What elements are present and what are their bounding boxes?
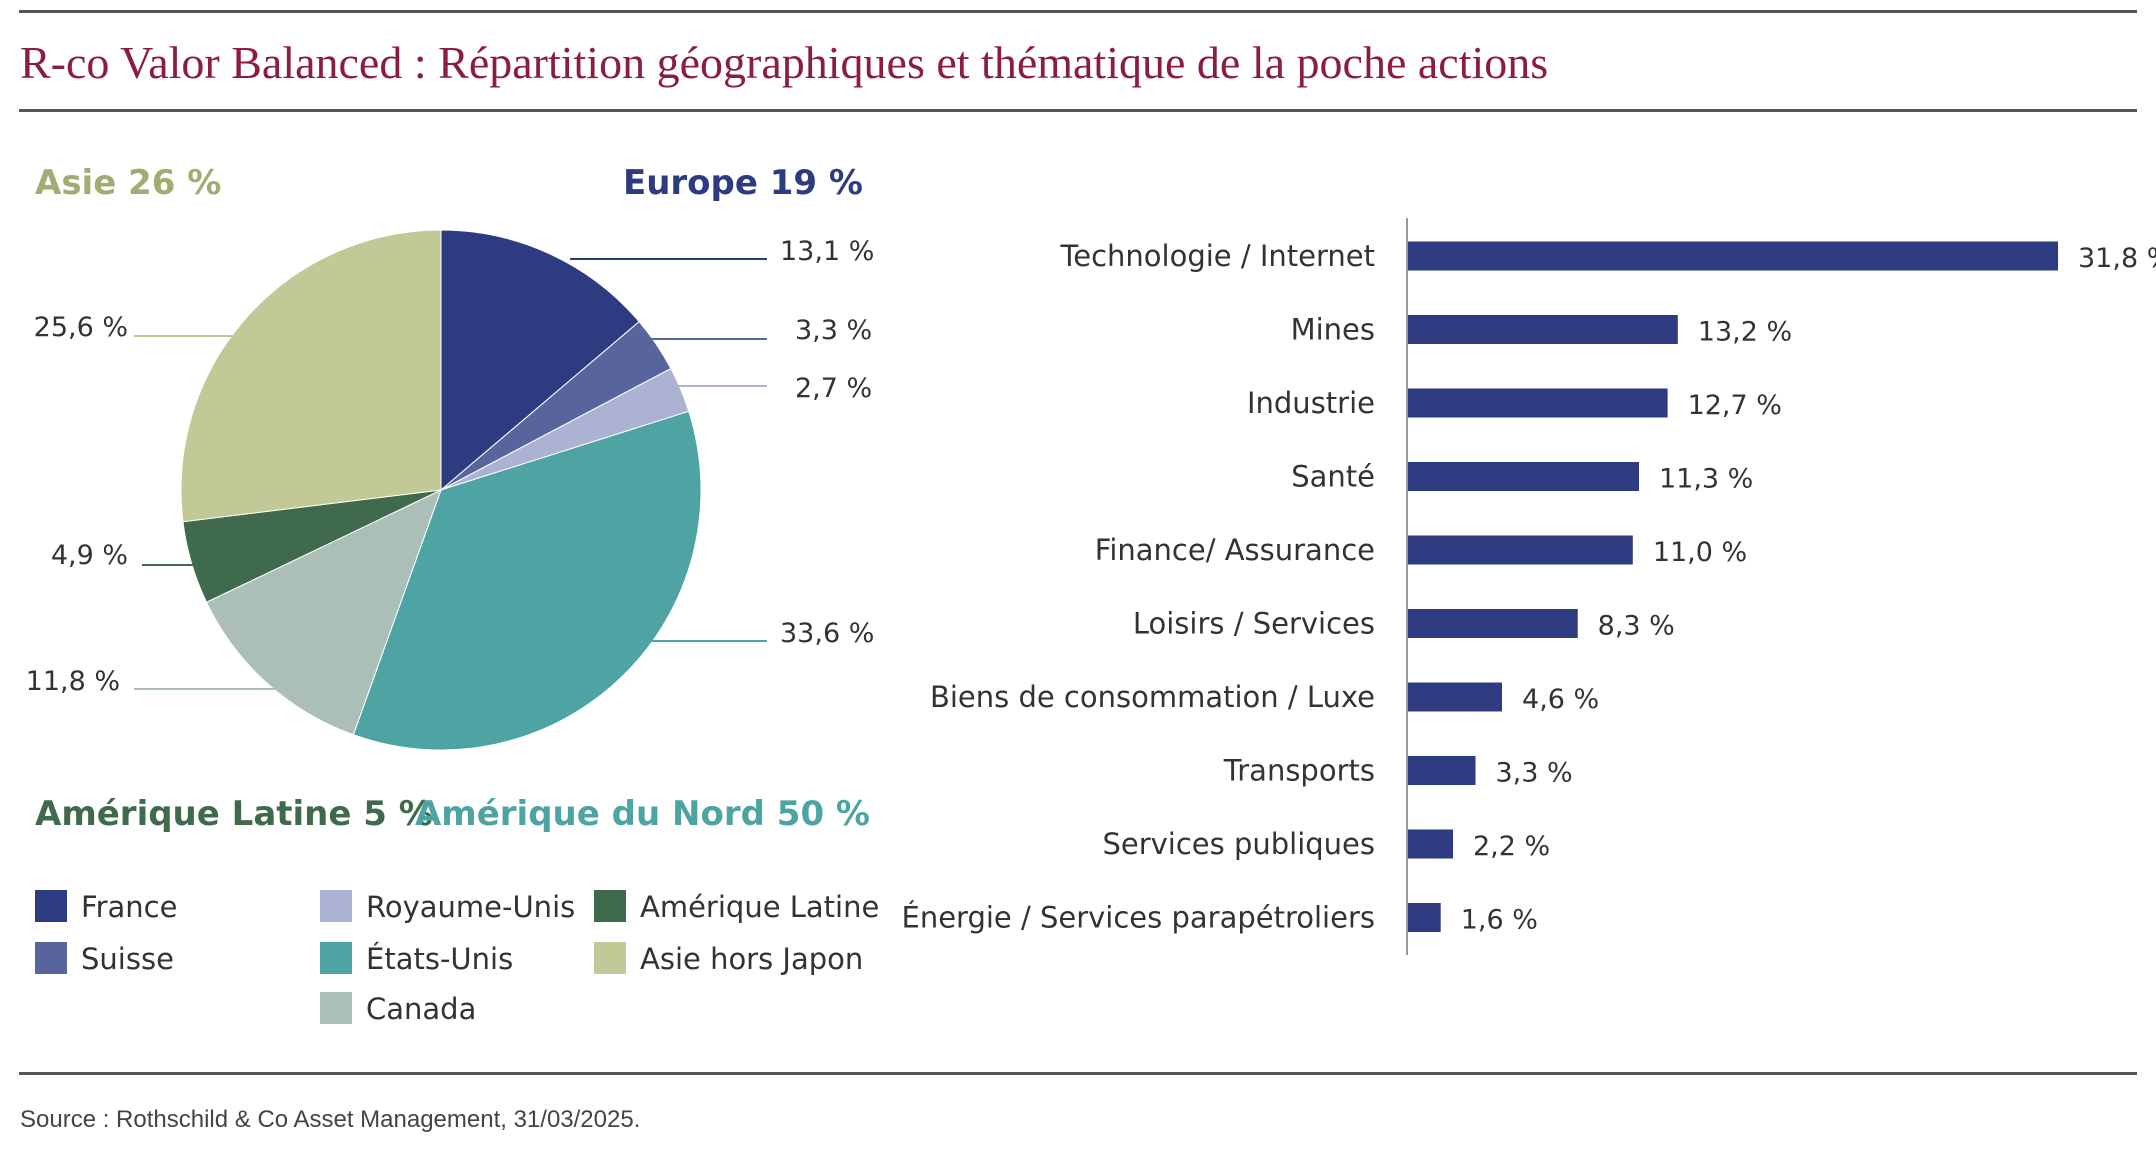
bar-value-label-energie-services-parapetroliers: 1,6 % (1461, 905, 1538, 936)
region-labels: Asie 26 % Europe 19 % Amérique Latine 5 %A… (35, 163, 870, 834)
legend-item-amerique-latine: Amérique Latine (594, 890, 879, 924)
bar-category-label-sante: Santé (1291, 460, 1375, 494)
title-rule (19, 109, 2137, 112)
bar-sante (1408, 462, 1639, 491)
legend-swatch-france (35, 890, 67, 922)
pie-legend: France Suisse Royaume-Unis États-Unis Canada… (35, 890, 879, 1026)
bar-category-label-technologie-internet: Technologie / Internet (1059, 239, 1375, 273)
pie-slice-france (440, 229, 640, 492)
bar-value-label-services-publiques: 2,2 % (1473, 831, 1550, 862)
bar-category-label-finance-assurance: Finance/ Assurance (1095, 533, 1375, 567)
bar-value-label-sante: 11,3 % (1659, 464, 1753, 495)
top-rule (19, 10, 2137, 13)
pie-value-label-suisse: 3,3 % (795, 315, 872, 346)
bar-transports (1408, 756, 1476, 785)
bar-loisirs-services (1408, 609, 1578, 638)
bar-category-label-transports: Transports (1223, 754, 1375, 788)
legend-swatch-royaume-unis (320, 890, 352, 922)
bar-value-label-finance-assurance: 11,0 % (1653, 537, 1747, 568)
legend-item-royaume-unis: Royaume-Unis (320, 890, 575, 924)
bar-category-label-biens-de-consommation-luxe: Biens de consommation / Luxe (930, 680, 1375, 714)
legend-swatch-amerique-latine (594, 890, 626, 922)
bar-chart: Technologie / Internet 31,8 % Mines 13,2 % I… (902, 218, 2156, 955)
pie-value-label-etats-unis: 33,6 % (780, 618, 874, 649)
pie-slice-canada (205, 489, 442, 736)
legend-label-canada: Canada (366, 992, 476, 1026)
bar-biens-de-consommation-luxe (1408, 682, 1502, 712)
legend-label-france: France (81, 890, 177, 924)
legend-item-etats-unis: États-Unis (320, 942, 513, 976)
legend-swatch-suisse (35, 942, 67, 974)
bar-finance-assurance (1408, 535, 1633, 565)
bottom-rule (19, 1072, 2137, 1075)
legend-swatch-asie-hors-japon (594, 942, 626, 974)
pie-value-label-asie-hors-japon: 25,6 % (34, 312, 128, 343)
legend-label-royaume-unis: Royaume-Unis (366, 890, 575, 924)
legend-label-asie-hors-japon: Asie hors Japon (640, 942, 863, 976)
bar-value-label-transports: 3,3 % (1495, 758, 1572, 789)
legend-swatch-etats-unis (320, 942, 352, 974)
bar-category-label-mines: Mines (1291, 313, 1375, 347)
pie-value-label-royaume-unis: 2,7 % (795, 373, 872, 404)
bar-value-label-mines: 13,2 % (1698, 317, 1792, 348)
bar-value-label-biens-de-consommation-luxe: 4,6 % (1522, 684, 1599, 715)
bar-industrie (1408, 388, 1668, 418)
chart-title: R-co Valor Balanced : Répartition géogra… (20, 37, 1549, 88)
bar-mines (1408, 315, 1678, 344)
bar-value-label-loisirs-services: 8,3 % (1598, 611, 1675, 642)
region-label-asie: Asie 26 % (35, 163, 221, 203)
bar-energie-services-parapetroliers (1408, 903, 1441, 932)
legend-swatch-canada (320, 992, 352, 1024)
bar-category-label-services-publiques: Services publiques (1102, 827, 1375, 861)
legend-label-etats-unis: États-Unis (366, 942, 513, 976)
legend-item-suisse: Suisse (35, 942, 174, 976)
pie-value-label-amerique-latine: 4,9 % (51, 540, 128, 571)
pie-leader-lines (134, 258, 767, 690)
legend-item-france: France (35, 890, 177, 924)
legend-label-suisse: Suisse (81, 942, 174, 976)
source-note: Source : Rothschild & Co Asset Managemen… (20, 1106, 641, 1133)
legend-label-amerique-latine: Amérique Latine (640, 890, 879, 924)
bar-category-label-loisirs-services: Loisirs / Services (1133, 607, 1375, 641)
legend-item-asie-hors-japon: Asie hors Japon (594, 942, 863, 976)
region-label-amerique-nord: Amérique du Nord 50 % (415, 794, 870, 834)
pie-slice-etats-unis (352, 410, 702, 751)
region-label-europe: Europe 19 % (623, 163, 863, 203)
pie-slice-asie-hors-japon (180, 229, 442, 523)
bar-category-label-energie-services-parapetroliers: Énergie / Services parapétroliers (902, 901, 1376, 935)
legend-item-canada: Canada (320, 992, 476, 1026)
pie-chart (180, 229, 702, 751)
bar-technologie-internet (1408, 241, 2058, 271)
region-label-amerique-latine: Amérique Latine 5 % (35, 794, 433, 834)
bar-services-publiques (1408, 829, 1453, 859)
bar-value-label-technologie-internet: 31,8 % (2078, 243, 2156, 274)
pie-value-label-france: 13,1 % (780, 236, 874, 267)
bar-category-label-industrie: Industrie (1247, 386, 1375, 420)
pie-value-labels: 13,1 % 3,3 % 2,7 % 33,6 % 11,8 % 4,9 % 25,6 % (26, 236, 875, 697)
bar-value-label-industrie: 12,7 % (1688, 390, 1782, 421)
pie-value-label-canada: 11,8 % (26, 666, 120, 697)
